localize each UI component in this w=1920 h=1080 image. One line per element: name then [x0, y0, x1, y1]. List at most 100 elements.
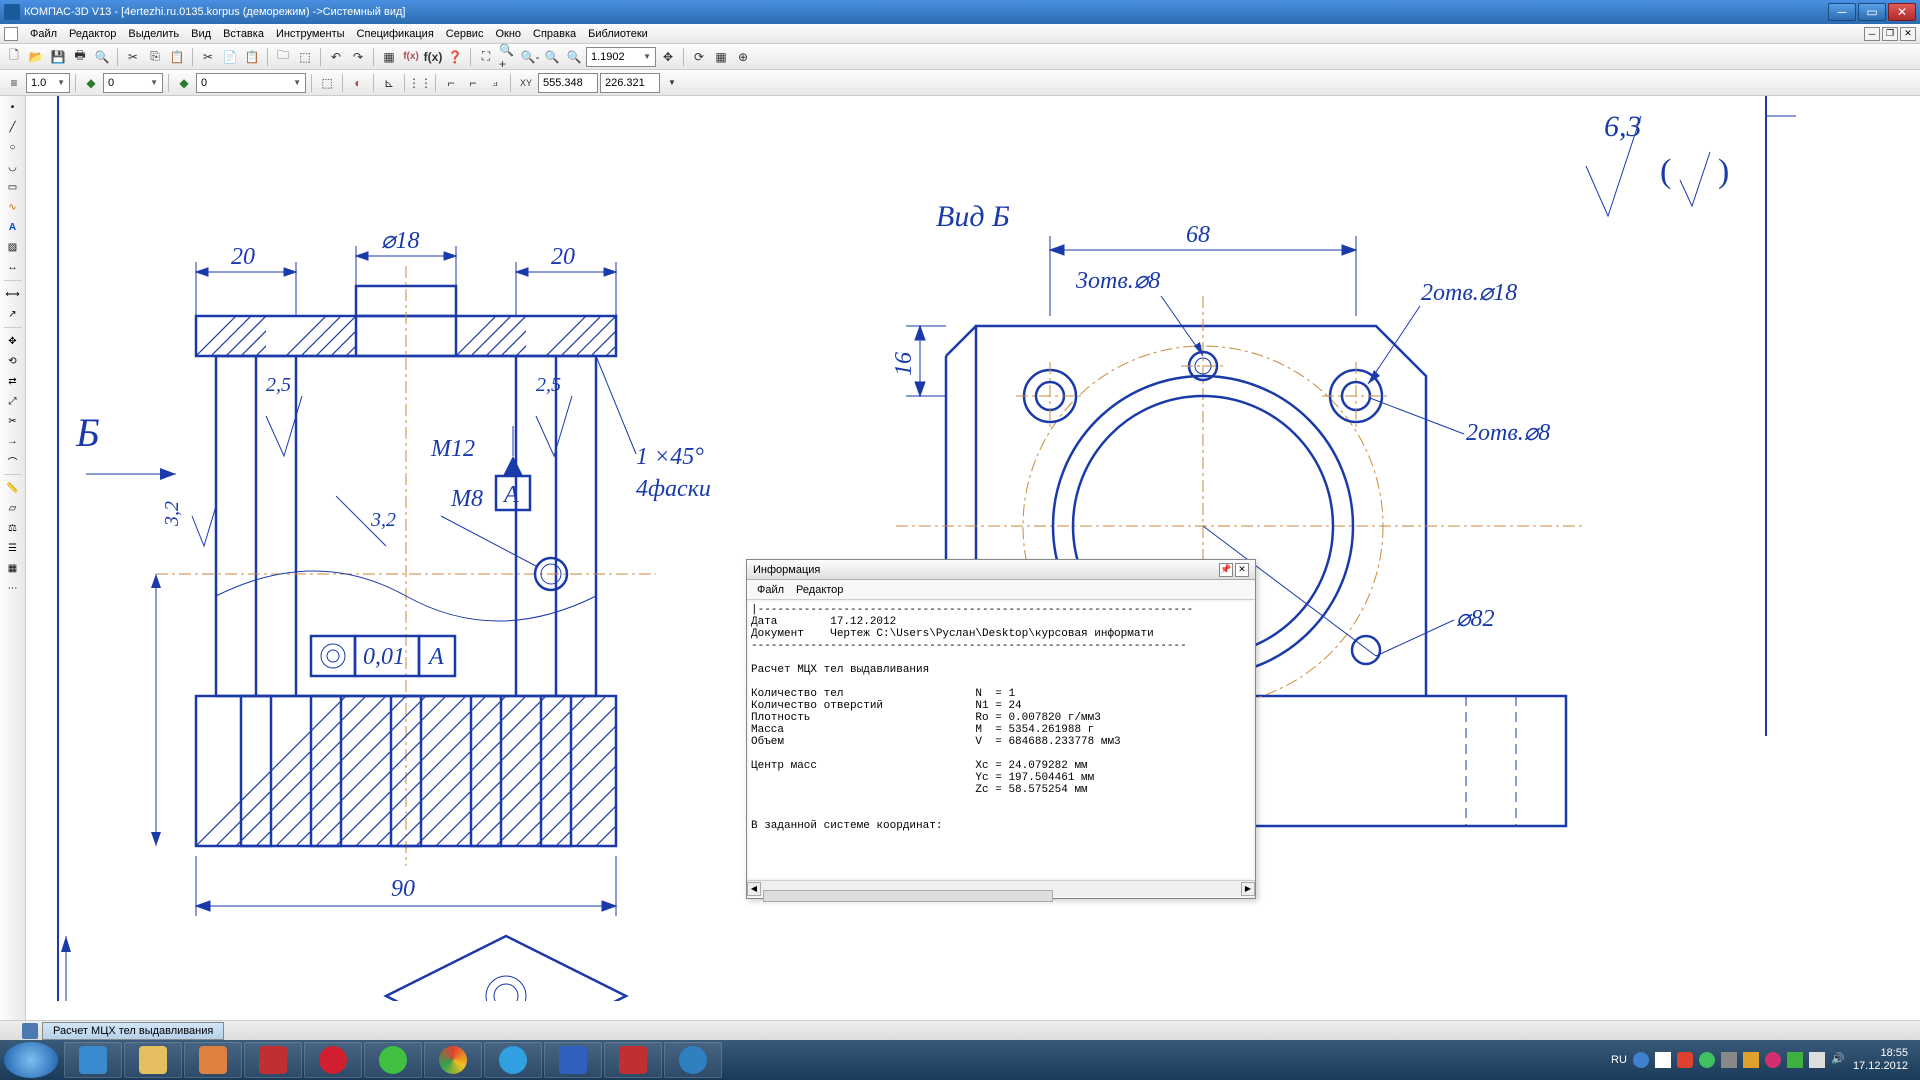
task-media[interactable]	[184, 1042, 242, 1078]
zoom-fit-button[interactable]: ⛶	[476, 47, 496, 67]
start-button[interactable]	[4, 1042, 58, 1078]
tool-scale-icon[interactable]: ⤢	[3, 392, 23, 410]
menu-edit[interactable]: Редактор	[63, 26, 122, 42]
tab-calc[interactable]: Расчет МЦХ тел выдавливания	[42, 1022, 224, 1040]
info-menu-edit[interactable]: Редактор	[790, 582, 849, 598]
tray-av-icon[interactable]	[1765, 1052, 1781, 1068]
osnap3-button[interactable]: ⟓	[485, 73, 505, 93]
zoom-combo[interactable]: 1.1902 ▼	[586, 47, 656, 67]
copy-button[interactable]: ⎘	[145, 47, 165, 67]
menu-select[interactable]: Выделить	[122, 26, 185, 42]
tool-area-icon[interactable]: ▱	[3, 499, 23, 517]
zoom-region-button[interactable]: 🔍	[542, 47, 562, 67]
copy2-button[interactable]: 📄	[220, 47, 240, 67]
info-panel[interactable]: Информация 📌 ✕ Файл Редактор |----------…	[746, 559, 1256, 899]
tool-rotate-icon[interactable]: ⟲	[3, 352, 23, 370]
snap-button[interactable]: ⊕	[733, 47, 753, 67]
tool-dim-icon[interactable]: ↔	[3, 258, 23, 276]
refresh-button[interactable]: ⟳	[689, 47, 709, 67]
sub-restore-button[interactable]: ❐	[1882, 27, 1898, 41]
task-chrome[interactable]	[424, 1042, 482, 1078]
tray-volume-icon[interactable]: 🔊	[1831, 1052, 1847, 1068]
maximize-button[interactable]: ▭	[1858, 3, 1886, 21]
open-button[interactable]: 📂	[26, 47, 46, 67]
xy-button[interactable]: XY	[516, 73, 536, 93]
layers-button[interactable]: ▦	[379, 47, 399, 67]
zoom-in-button[interactable]: 🔍+	[498, 47, 518, 67]
paste-button[interactable]: 📋	[167, 47, 187, 67]
task-folder[interactable]	[124, 1042, 182, 1078]
info-close-button[interactable]: ✕	[1235, 563, 1249, 577]
osnap2-button[interactable]: ⌐	[463, 73, 483, 93]
tray-gear-icon[interactable]	[1787, 1052, 1803, 1068]
tool-dim2-icon[interactable]: ⟷	[3, 285, 23, 303]
tool-text-icon[interactable]: A	[3, 218, 23, 236]
tool-trim-icon[interactable]: ✂	[3, 412, 23, 430]
tool-more-icon[interactable]: ⋯	[3, 579, 23, 597]
layer-icon[interactable]: ◆	[81, 73, 101, 93]
menu-spec[interactable]: Спецификация	[351, 26, 440, 42]
menu-view[interactable]: Вид	[185, 26, 217, 42]
zoom-window-button[interactable]: 🔍	[564, 47, 584, 67]
tray-usb-icon[interactable]	[1721, 1052, 1737, 1068]
tool-params-icon[interactable]: ☰	[3, 539, 23, 557]
tool-leader-icon[interactable]: ↗	[3, 305, 23, 323]
new-button[interactable]: 🗋	[4, 47, 24, 67]
var-button[interactable]: f(x)	[423, 47, 443, 67]
menu-file[interactable]: Файл	[24, 26, 63, 42]
osnap-button[interactable]: ⌐	[441, 73, 461, 93]
task-skype[interactable]	[484, 1042, 542, 1078]
info-body[interactable]: |---------------------------------------…	[749, 602, 1253, 878]
grid2-button[interactable]: ⋮⋮	[410, 73, 430, 93]
paste2-button[interactable]: 📋	[242, 47, 262, 67]
menu-help[interactable]: Справка	[527, 26, 582, 42]
menu-libs[interactable]: Библиотеки	[582, 26, 654, 42]
task-icq[interactable]	[364, 1042, 422, 1078]
tool-point-icon[interactable]: •	[3, 98, 23, 116]
tray-lang[interactable]: RU	[1611, 1054, 1627, 1066]
task-word[interactable]	[544, 1042, 602, 1078]
coord-x-field[interactable]: 555.348	[538, 73, 598, 93]
tool-measure-icon[interactable]: 📏	[3, 479, 23, 497]
tray-network-icon[interactable]	[1809, 1052, 1825, 1068]
coord-dd-button[interactable]: ▼	[662, 73, 682, 93]
zoom-out-button[interactable]: 🔍-	[520, 47, 540, 67]
tray-shield-icon[interactable]	[1677, 1052, 1693, 1068]
task-acrobat[interactable]	[244, 1042, 302, 1078]
toggle1-button[interactable]: ⬚	[317, 73, 337, 93]
format-button[interactable]: ⬚	[295, 47, 315, 67]
linewidth-combo[interactable]: 1.0 ▼	[26, 73, 70, 93]
preview-button[interactable]: 🔍	[92, 47, 112, 67]
undo-button[interactable]: ↶	[326, 47, 346, 67]
tool-fillet-icon[interactable]: ⌒	[3, 452, 23, 470]
print-button[interactable]: 🖶	[70, 47, 90, 67]
tray-net-icon[interactable]	[1699, 1052, 1715, 1068]
tool-move-icon[interactable]: ✥	[3, 332, 23, 350]
save-button[interactable]: 💾	[48, 47, 68, 67]
tool-hatch-icon[interactable]: ▨	[3, 238, 23, 256]
task-kompas[interactable]	[664, 1042, 722, 1078]
tool-spline-icon[interactable]: ∿	[3, 198, 23, 216]
menu-window[interactable]: Окно	[489, 26, 527, 42]
grid-button[interactable]: ▦	[711, 47, 731, 67]
style-button[interactable]: ≡	[4, 73, 24, 93]
cut-button[interactable]: ✂	[123, 47, 143, 67]
task-opera[interactable]	[304, 1042, 362, 1078]
state-combo[interactable]: 0 ▼	[196, 73, 306, 93]
tool-extend-icon[interactable]: →	[3, 432, 23, 450]
minimize-button[interactable]: ─	[1828, 3, 1856, 21]
info-scrollbar-h[interactable]: ◀ ▶	[747, 880, 1255, 896]
tool-mirror-icon[interactable]: ⇄	[3, 372, 23, 390]
tool-mass-icon[interactable]: ⚖	[3, 519, 23, 537]
fx-button[interactable]: f(x)	[401, 47, 421, 67]
task-explorer[interactable]	[64, 1042, 122, 1078]
menu-tools[interactable]: Инструменты	[270, 26, 351, 42]
redo-button[interactable]: ↷	[348, 47, 368, 67]
info-menu-file[interactable]: Файл	[751, 582, 790, 598]
state-icon[interactable]: ◆	[174, 73, 194, 93]
sub-close-button[interactable]: ✕	[1900, 27, 1916, 41]
props-button[interactable]: 🗀	[273, 47, 293, 67]
coord-y-field[interactable]: 226.321	[600, 73, 660, 93]
drawing-canvas[interactable]: 20 ⌀18 20 Б M12 M8	[26, 96, 1920, 1022]
tray-clock[interactable]: 18:55 17.12.2012	[1853, 1047, 1908, 1073]
